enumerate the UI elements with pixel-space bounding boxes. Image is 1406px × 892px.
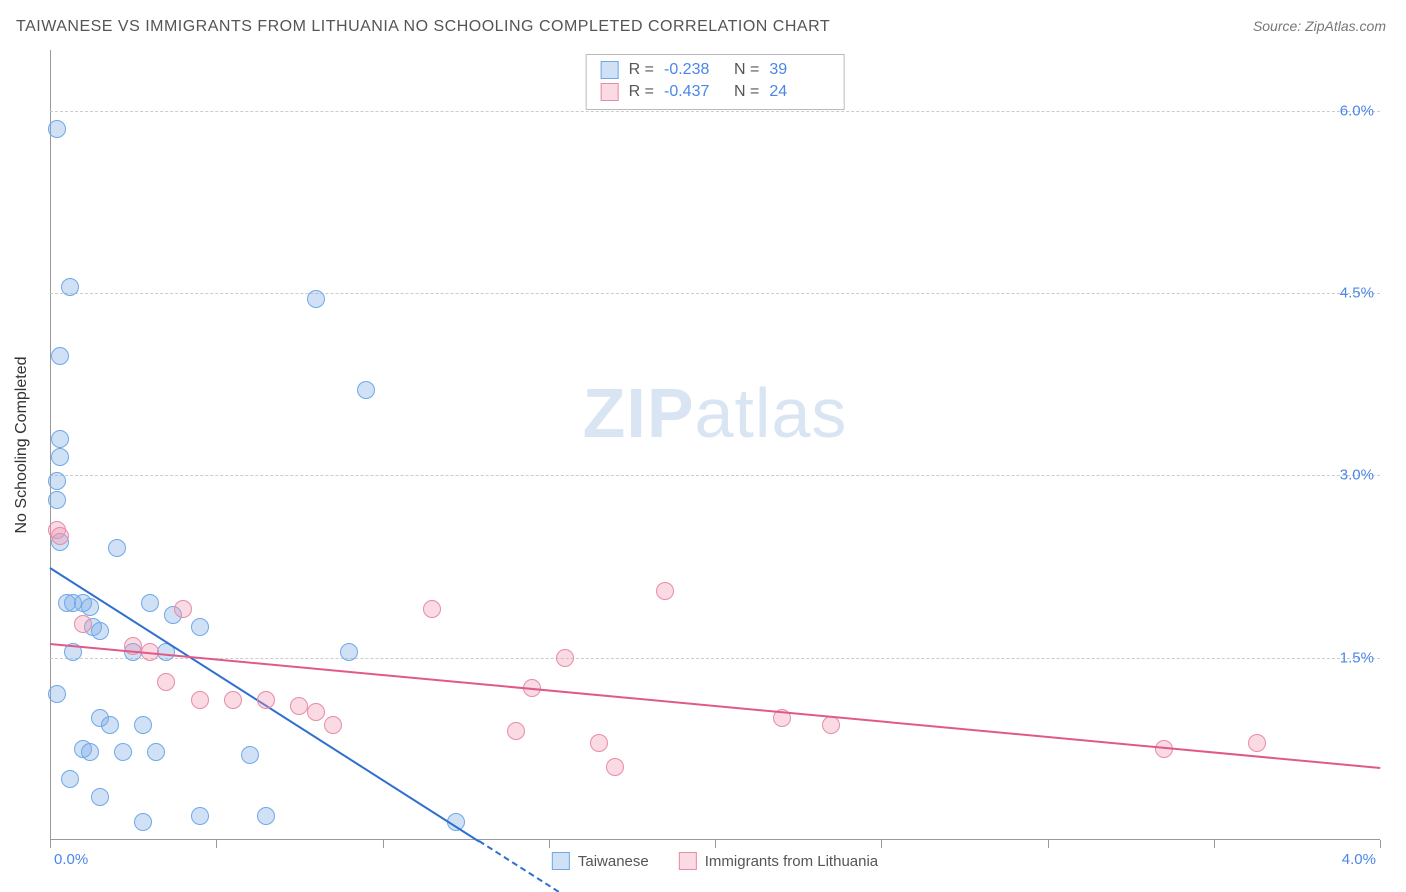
legend-bottom: Taiwanese Immigrants from Lithuania (552, 852, 878, 870)
data-point (241, 746, 259, 764)
x-tick (1380, 840, 1381, 848)
scatter-plot: No Schooling Completed ZIPatlas R =-0.23… (50, 50, 1380, 840)
chart-title: TAIWANESE VS IMMIGRANTS FROM LITHUANIA N… (16, 18, 830, 36)
stat-r-label: R = (629, 81, 654, 103)
data-point (191, 807, 209, 825)
x-tick (1214, 840, 1215, 848)
data-point (91, 788, 109, 806)
data-point (191, 691, 209, 709)
data-point (157, 673, 175, 691)
stat-n-value: 24 (769, 81, 829, 103)
stat-n-label: N = (734, 59, 759, 81)
x-tick (715, 840, 716, 848)
data-point (74, 615, 92, 633)
legend-label: Taiwanese (578, 853, 649, 870)
data-point (51, 448, 69, 466)
data-point (307, 703, 325, 721)
data-point (507, 722, 525, 740)
y-axis-title: No Schooling Completed (13, 357, 31, 534)
data-point (590, 734, 608, 752)
watermark-atlas: atlas (695, 374, 848, 452)
data-point (108, 539, 126, 557)
data-point (357, 381, 375, 399)
x-tick (50, 840, 51, 848)
data-point (290, 697, 308, 715)
data-point (324, 716, 342, 734)
y-tick-label: 4.5% (1340, 285, 1374, 302)
data-point (224, 691, 242, 709)
data-point (51, 430, 69, 448)
data-point (81, 598, 99, 616)
data-point (307, 290, 325, 308)
data-point (91, 622, 109, 640)
data-point (656, 582, 674, 600)
legend-stats-box: R = -0.238 N = 39 R = -0.437 N = 24 (586, 54, 845, 110)
data-point (141, 594, 159, 612)
y-axis (50, 50, 51, 840)
gridline (50, 475, 1380, 476)
data-point (61, 278, 79, 296)
stat-n-value: 39 (769, 59, 829, 81)
x-tick (216, 840, 217, 848)
data-point (134, 716, 152, 734)
legend-stats-row: R = -0.238 N = 39 (601, 59, 830, 81)
data-point (48, 491, 66, 509)
watermark: ZIPatlas (583, 373, 848, 453)
y-tick-label: 3.0% (1340, 467, 1374, 484)
x-tick (1048, 840, 1049, 848)
data-point (48, 120, 66, 138)
data-point (257, 807, 275, 825)
data-point (48, 472, 66, 490)
x-tick (881, 840, 882, 848)
data-point (174, 600, 192, 618)
stat-r-value: -0.437 (664, 81, 724, 103)
data-point (81, 743, 99, 761)
source-attribution: Source: ZipAtlas.com (1253, 18, 1386, 34)
x-axis-max-label: 4.0% (1342, 851, 1376, 868)
data-point (340, 643, 358, 661)
y-tick-label: 6.0% (1340, 102, 1374, 119)
legend-swatch (601, 61, 619, 79)
legend-stats-row: R = -0.437 N = 24 (601, 81, 830, 103)
data-point (114, 743, 132, 761)
data-point (51, 527, 69, 545)
x-tick (383, 840, 384, 848)
source-label: Source: (1253, 18, 1301, 34)
watermark-zip: ZIP (583, 374, 695, 452)
legend-item: Taiwanese (552, 852, 649, 870)
stat-r-label: R = (629, 59, 654, 81)
data-point (556, 649, 574, 667)
stat-r-value: -0.238 (664, 59, 724, 81)
gridline (50, 658, 1380, 659)
data-point (191, 618, 209, 636)
stat-n-label: N = (734, 81, 759, 103)
legend-swatch (679, 852, 697, 870)
data-point (423, 600, 441, 618)
data-point (257, 691, 275, 709)
data-point (61, 770, 79, 788)
data-point (147, 743, 165, 761)
y-tick-label: 1.5% (1340, 649, 1374, 666)
data-point (51, 347, 69, 365)
gridline (50, 293, 1380, 294)
legend-label: Immigrants from Lithuania (705, 853, 878, 870)
data-point (606, 758, 624, 776)
gridline (50, 111, 1380, 112)
legend-swatch (601, 83, 619, 101)
data-point (101, 716, 119, 734)
source-value: ZipAtlas.com (1305, 18, 1386, 34)
legend-swatch (552, 852, 570, 870)
data-point (48, 685, 66, 703)
x-axis-min-label: 0.0% (54, 851, 88, 868)
data-point (1248, 734, 1266, 752)
x-tick (549, 840, 550, 848)
legend-item: Immigrants from Lithuania (679, 852, 878, 870)
data-point (134, 813, 152, 831)
